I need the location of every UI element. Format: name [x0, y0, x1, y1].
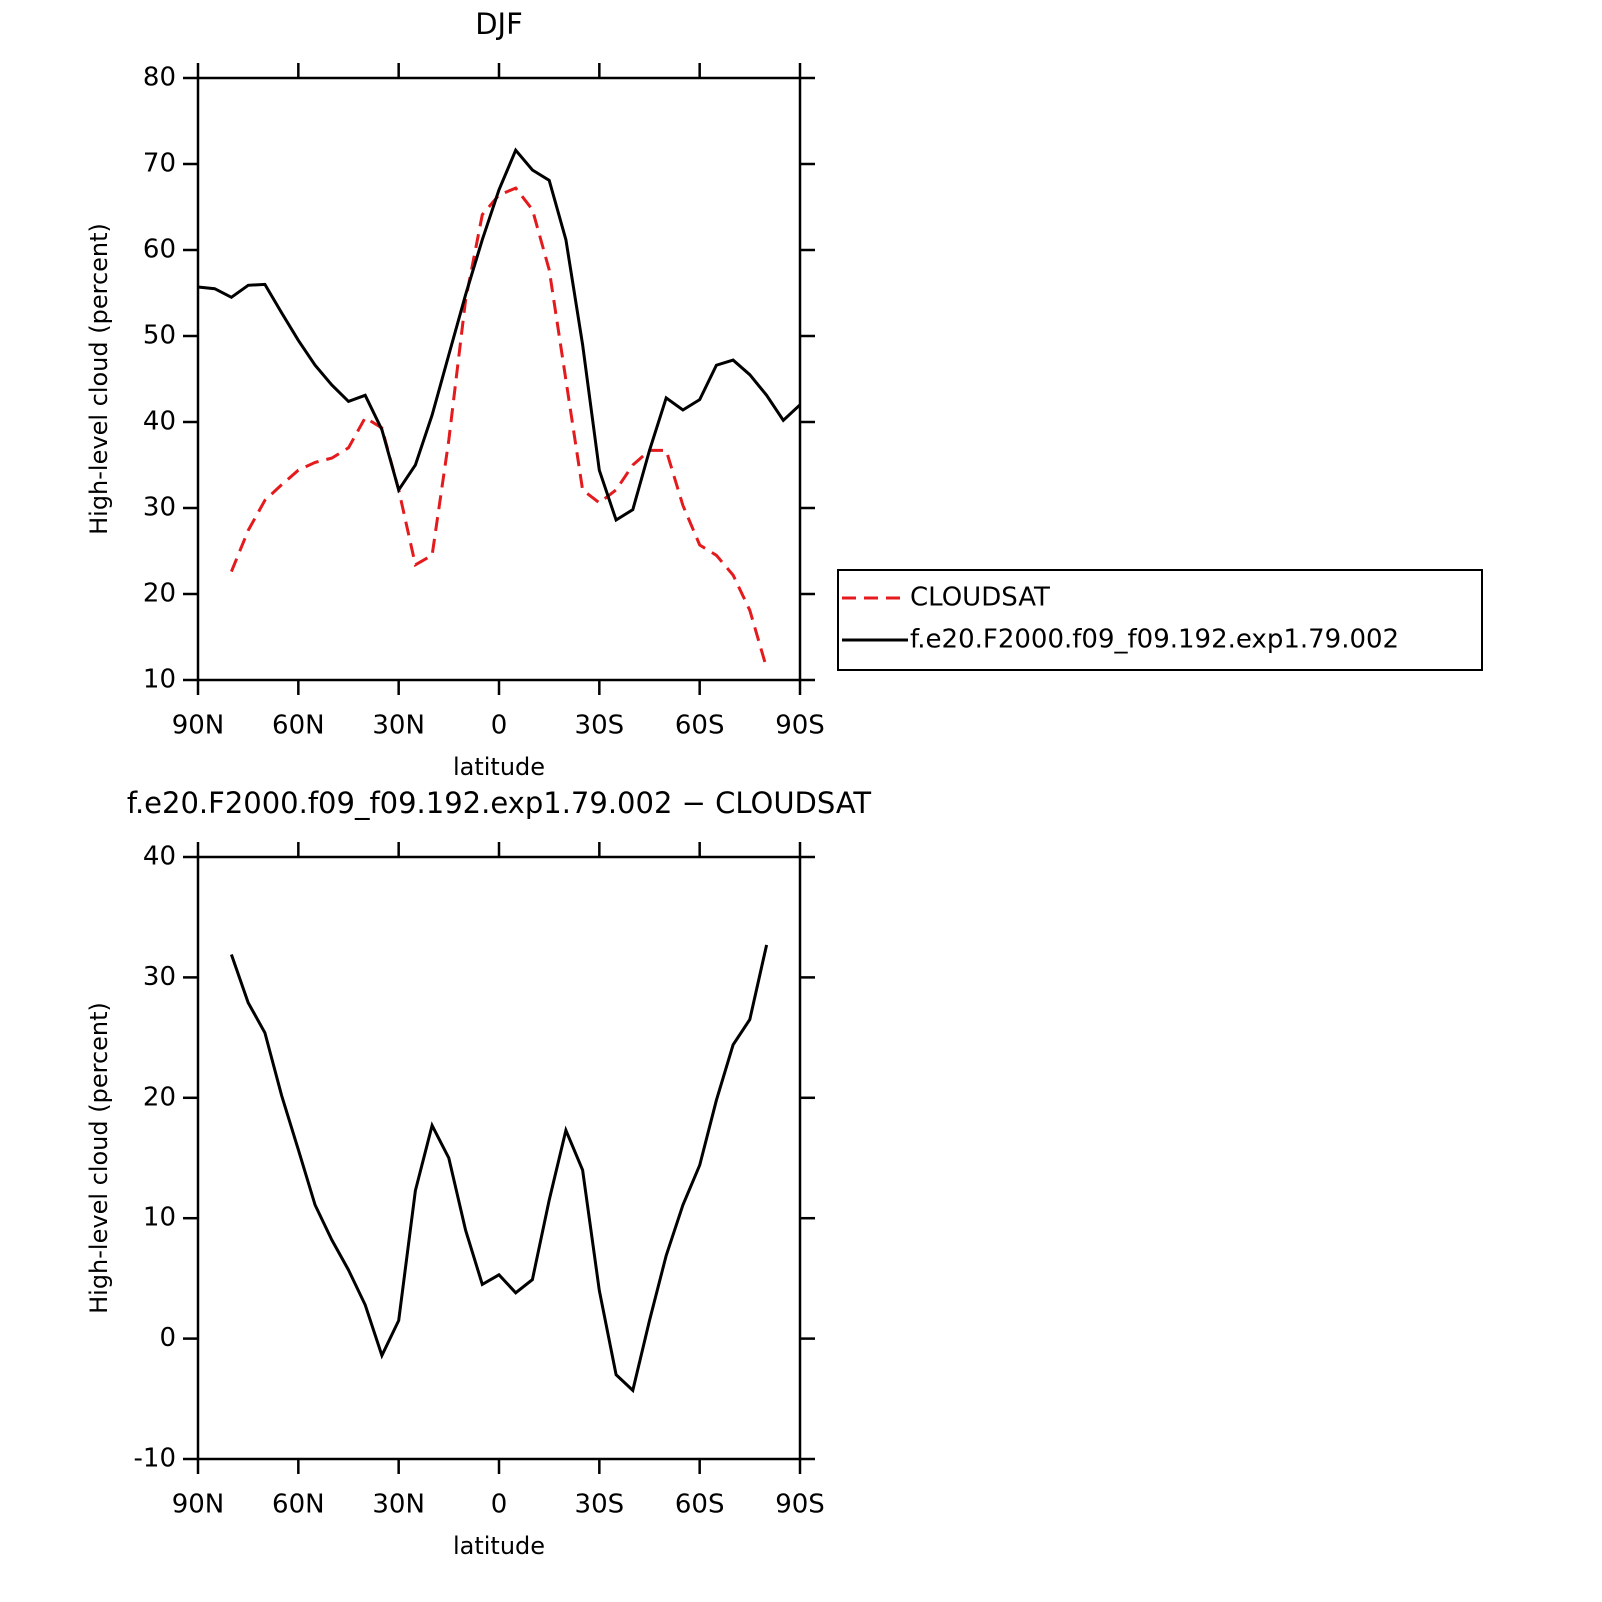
data-line	[229, 944, 769, 1394]
y-tick-label: -10	[134, 1444, 176, 1474]
y-tick-label: 80	[143, 63, 176, 93]
y-tick-label: 50	[143, 321, 176, 351]
x-tick-label: 60S	[675, 1490, 725, 1520]
y-tick-label: 10	[143, 1203, 176, 1233]
plot-frame	[196, 855, 802, 1461]
y-tick-label: 30	[143, 493, 176, 523]
data-line	[197, 147, 802, 523]
y-axis-label: High-level cloud (percent)	[85, 223, 113, 535]
y-tick-label: 20	[143, 579, 176, 609]
x-tick-label: 0	[491, 711, 508, 741]
x-tick-label: 30S	[575, 711, 625, 741]
legend-label: f.e20.F2000.f09_f09.192.exp1.79.002	[910, 625, 1399, 655]
y-tick-label: 10	[143, 665, 176, 695]
x-tick-label: 60N	[272, 711, 325, 741]
x-axis-label: latitude	[453, 1532, 545, 1560]
x-tick-label: 30N	[372, 711, 425, 741]
chart-title: DJF	[475, 7, 523, 41]
x-tick-label: 90N	[172, 1490, 225, 1520]
y-tick-label: 20	[143, 1082, 176, 1112]
data-line	[230, 186, 769, 669]
x-tick-label: 60S	[675, 711, 725, 741]
x-tick-label: 30N	[372, 1490, 425, 1520]
x-tick-label: 90S	[775, 1490, 825, 1520]
x-tick-label: 60N	[272, 1490, 325, 1520]
y-tick-label: 30	[143, 962, 176, 992]
x-tick-label: 30S	[575, 1490, 625, 1520]
legend-label: CLOUDSAT	[910, 583, 1050, 613]
x-axis-label: latitude	[453, 753, 545, 781]
x-tick-label: 90N	[172, 711, 225, 741]
y-tick-label: 70	[143, 149, 176, 179]
chart-title: f.e20.F2000.f09_f09.192.exp1.79.002 − CL…	[127, 786, 872, 820]
y-axis-label: High-level cloud (percent)	[85, 1002, 113, 1314]
x-tick-label: 0	[491, 1490, 508, 1520]
y-tick-label: 40	[143, 407, 176, 437]
x-tick-label: 90S	[775, 711, 825, 741]
y-tick-label: 40	[143, 842, 176, 872]
y-tick-label: 0	[159, 1323, 176, 1353]
y-tick-label: 60	[143, 235, 176, 265]
legend-box	[837, 569, 1483, 671]
